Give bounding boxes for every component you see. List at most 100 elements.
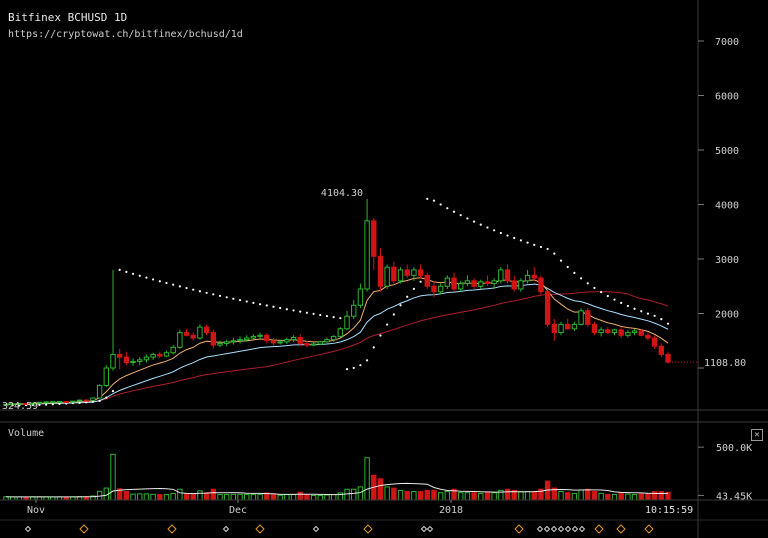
volume-bar	[431, 489, 437, 501]
sar-dot	[339, 317, 342, 320]
candle-body	[384, 266, 390, 287]
sar-dot	[91, 400, 95, 403]
candle-body	[150, 353, 156, 358]
candle-body	[605, 329, 611, 334]
candle-body	[3, 403, 9, 406]
ema-fast-polyline	[5, 277, 669, 405]
sar-dot	[666, 322, 670, 325]
volume-bar	[651, 491, 658, 501]
sar-dot	[566, 265, 569, 269]
volume-bar	[223, 494, 230, 501]
sar-dot	[78, 401, 81, 404]
sar-dot	[660, 318, 663, 321]
candle-body	[544, 291, 551, 325]
volume-bar	[518, 491, 524, 501]
sar-dot	[158, 280, 161, 283]
sar-dot	[539, 245, 543, 249]
volume-bar	[123, 491, 130, 501]
sar-dot	[513, 236, 516, 240]
candle-body	[56, 401, 63, 404]
candle-body	[591, 323, 598, 334]
sar-dot	[472, 220, 476, 223]
candle-body	[431, 285, 437, 293]
price-tick-label: 6000	[715, 92, 739, 103]
candle-body	[116, 353, 123, 358]
volume-tick-label: 43.45K	[716, 491, 752, 502]
sar-dot	[118, 268, 121, 271]
sar-dot	[439, 203, 442, 206]
candle-body	[157, 353, 163, 357]
candle-body	[324, 339, 330, 343]
sar-dot	[218, 294, 222, 297]
volume-bar	[183, 493, 190, 501]
volume-bars	[3, 453, 671, 501]
sar-dot	[259, 303, 262, 306]
candle-body	[310, 343, 317, 346]
chart-url[interactable]: https://cryptowat.ch/bitfinex/bchusd/1d	[8, 29, 243, 40]
volume-bar	[411, 491, 417, 501]
candle-body	[264, 334, 270, 342]
candle-body	[63, 401, 69, 404]
sar-dot	[546, 247, 549, 251]
candle-body	[284, 339, 290, 343]
sar-dot	[111, 390, 115, 393]
candle-body	[36, 401, 43, 404]
candle-body	[83, 399, 89, 402]
volume-bar	[417, 491, 424, 501]
candle-body	[564, 323, 571, 330]
sar-dot	[292, 309, 295, 312]
volume-bar	[351, 488, 357, 501]
price-tick-label: 3000	[715, 255, 739, 266]
sar-dot	[506, 234, 509, 237]
sar-dot	[252, 301, 255, 304]
candle-body	[123, 356, 130, 364]
sar-dot	[606, 294, 609, 298]
volume-bar	[364, 457, 370, 501]
volume-bar	[270, 493, 277, 501]
sar-dot	[426, 197, 429, 200]
candle-body	[491, 280, 497, 285]
event-marker-small	[312, 525, 320, 533]
volume-close-icon[interactable]: ✕	[751, 429, 763, 441]
candle-body	[625, 332, 631, 336]
sar-dot	[446, 207, 449, 210]
sar-dot	[178, 285, 181, 288]
candle-body	[351, 304, 357, 317]
chart-title: Bitfinex BCHUSD 1D	[8, 11, 128, 24]
sar-dot	[459, 214, 462, 217]
candle-body	[458, 283, 464, 290]
candle-body	[96, 384, 103, 399]
candle-body	[16, 402, 23, 405]
volume-bar	[404, 491, 410, 501]
sar-dot	[379, 334, 382, 337]
volume-bar	[217, 494, 223, 501]
sar-dot	[359, 364, 362, 367]
sar-dot	[212, 293, 215, 296]
volume-bar	[203, 492, 210, 501]
volume-bar	[564, 492, 571, 501]
event-marker-large	[594, 524, 604, 534]
candle-body	[645, 334, 651, 339]
sar-dot	[452, 210, 456, 213]
candle-body	[197, 326, 203, 339]
event-marker-small	[564, 525, 572, 533]
volume-bar	[484, 492, 491, 501]
volume-bar	[344, 488, 350, 501]
candle-body	[70, 400, 76, 403]
sma-long-line	[5, 291, 669, 405]
time-axis-label: 2018	[439, 505, 463, 516]
candle-body	[558, 323, 564, 334]
volume-bar	[197, 490, 203, 501]
sar-dot	[519, 239, 522, 242]
volume-bar	[324, 494, 330, 501]
event-marker-large	[255, 524, 265, 534]
volume-bar	[170, 492, 176, 501]
candle-body	[504, 269, 511, 282]
candle-body	[90, 397, 96, 401]
volume-bar	[150, 493, 156, 501]
volume-bar	[143, 493, 150, 501]
candle-body	[43, 401, 49, 404]
time-axis-label: Dec	[229, 505, 247, 516]
candle-body	[371, 220, 377, 257]
